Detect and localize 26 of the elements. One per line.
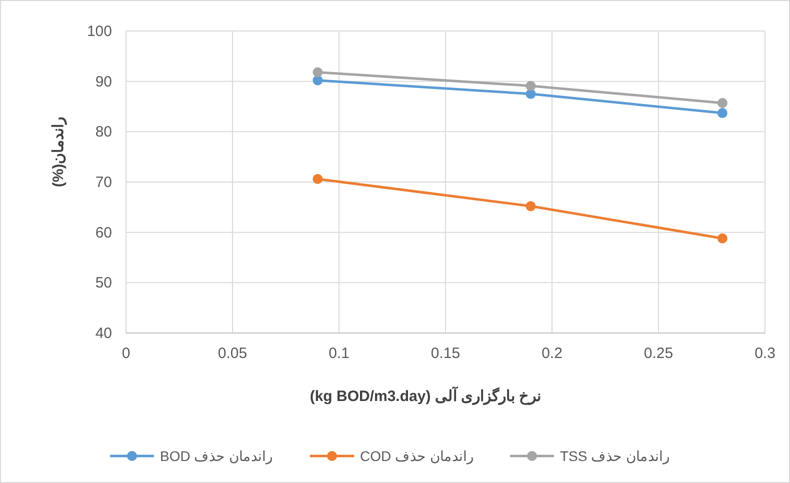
point: [526, 201, 536, 212]
x-tick-label: 0.25: [644, 345, 674, 362]
point: [717, 108, 728, 118]
x-tick-label: 0: [122, 345, 130, 362]
y-tick-label: 60: [95, 224, 112, 242]
y-tick-label: 80: [95, 124, 112, 141]
x-tick-label: 0.1: [328, 345, 350, 362]
point: [717, 233, 728, 244]
x-tick-label: 0.15: [430, 345, 460, 362]
x-axis-title: نرخ بارگزاری آلی (kg BOD/m3.day): [310, 386, 542, 405]
legend-label: راندمان حذف COD: [360, 448, 474, 465]
point: [717, 98, 728, 108]
y-tick-label: 90: [95, 73, 112, 90]
legend-label: راندمان حذف BOD: [160, 448, 274, 465]
y-axis-title: راندمان(%): [50, 116, 67, 188]
x-tick-label: 0.3: [754, 345, 776, 362]
x-tick-label: 0.2: [542, 345, 562, 362]
y-tick-label: 70: [95, 174, 112, 191]
point: [526, 80, 536, 91]
y-tick-label: 50: [95, 274, 112, 292]
point: [312, 67, 323, 78]
legend-label: راندمان حذف TSS: [560, 448, 670, 465]
point: [312, 174, 323, 184]
y-tick-label: 100: [86, 23, 112, 40]
y-tick-label: 40: [95, 325, 112, 342]
x-tick-label: 0.05: [218, 345, 248, 362]
